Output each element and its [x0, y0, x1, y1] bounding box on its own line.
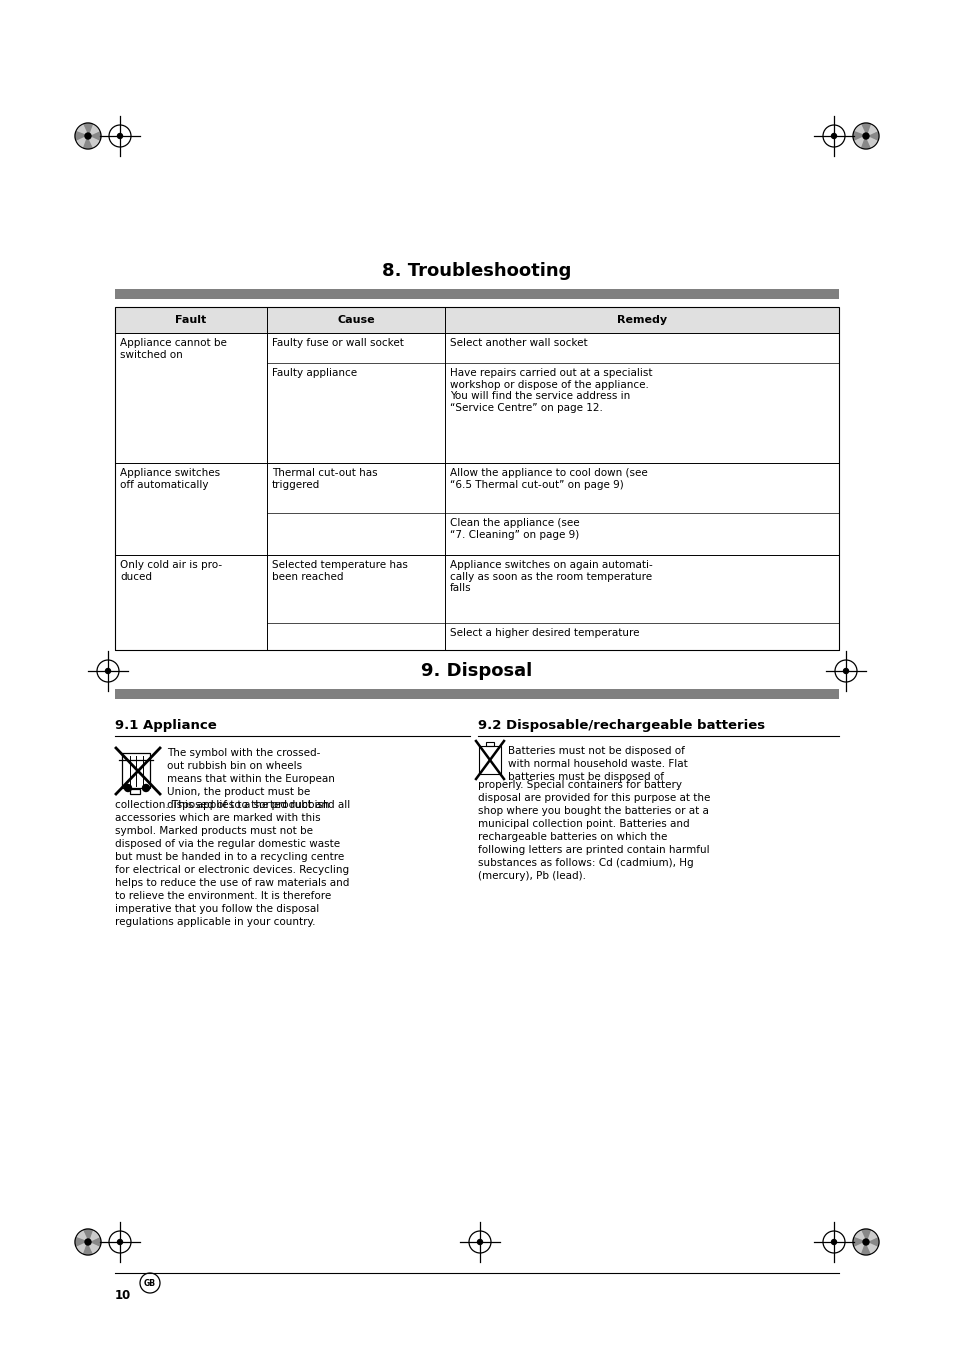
Polygon shape	[84, 1242, 92, 1255]
Text: 9.2 Disposable/rechargeable batteries: 9.2 Disposable/rechargeable batteries	[477, 719, 764, 732]
Polygon shape	[853, 1231, 865, 1242]
Circle shape	[862, 1239, 868, 1246]
Polygon shape	[865, 1238, 878, 1247]
Text: 8. Troubleshooting: 8. Troubleshooting	[382, 262, 571, 280]
Polygon shape	[861, 1229, 869, 1242]
Polygon shape	[853, 1242, 865, 1254]
Bar	[115, 307, 838, 650]
Circle shape	[842, 669, 847, 674]
Polygon shape	[861, 123, 869, 136]
Bar	[122, 753, 150, 788]
Text: properly. Special containers for battery
disposal are provided for this purpose : properly. Special containers for battery…	[477, 780, 710, 881]
Polygon shape	[865, 131, 878, 141]
Polygon shape	[861, 1242, 869, 1255]
Polygon shape	[88, 1238, 101, 1247]
Polygon shape	[88, 136, 100, 147]
Bar	[485, 742, 494, 746]
Bar	[115, 307, 838, 332]
Polygon shape	[88, 124, 100, 136]
Text: Remedy: Remedy	[617, 315, 666, 326]
Text: Select a higher desired temperature: Select a higher desired temperature	[450, 628, 639, 638]
Polygon shape	[865, 1231, 877, 1242]
Circle shape	[117, 1239, 122, 1244]
Polygon shape	[75, 131, 88, 141]
Text: Only cold air is pro-
duced: Only cold air is pro- duced	[120, 561, 222, 581]
Polygon shape	[861, 136, 869, 149]
Circle shape	[85, 132, 91, 139]
Text: The symbol with the crossed-
out rubbish bin on wheels
means that within the Eur: The symbol with the crossed- out rubbish…	[167, 748, 335, 811]
Circle shape	[106, 669, 111, 674]
Bar	[115, 289, 838, 299]
Text: GB: GB	[144, 1278, 156, 1288]
Circle shape	[862, 132, 868, 139]
Text: 9. Disposal: 9. Disposal	[421, 662, 532, 680]
Bar	[478, 746, 500, 774]
Polygon shape	[84, 1229, 92, 1242]
Bar	[115, 689, 838, 698]
Text: Select another wall socket: Select another wall socket	[450, 338, 587, 349]
Polygon shape	[84, 136, 92, 149]
Polygon shape	[853, 136, 865, 147]
Polygon shape	[76, 124, 88, 136]
Text: 10: 10	[115, 1289, 132, 1302]
Polygon shape	[88, 1231, 100, 1242]
Circle shape	[831, 1239, 836, 1244]
Text: Cause: Cause	[336, 315, 375, 326]
Polygon shape	[76, 1242, 88, 1254]
Polygon shape	[865, 124, 877, 136]
Text: Allow the appliance to cool down (see
“6.5 Thermal cut-out” on page 9): Allow the appliance to cool down (see “6…	[450, 467, 647, 489]
Bar	[130, 789, 140, 794]
Polygon shape	[865, 136, 877, 147]
Circle shape	[85, 1239, 91, 1246]
Text: Appliance switches on again automati-
cally as soon as the room temperature
fall: Appliance switches on again automati- ca…	[450, 561, 652, 593]
Text: Selected temperature has
been reached: Selected temperature has been reached	[272, 561, 408, 581]
Text: collection. This applies to the product and all
accessories which are marked wit: collection. This applies to the product …	[115, 800, 350, 927]
Polygon shape	[76, 136, 88, 147]
Polygon shape	[76, 1231, 88, 1242]
Text: Faulty appliance: Faulty appliance	[272, 367, 356, 378]
Text: Appliance cannot be
switched on: Appliance cannot be switched on	[120, 338, 227, 359]
Text: Faulty fuse or wall socket: Faulty fuse or wall socket	[272, 338, 403, 349]
Circle shape	[125, 785, 132, 792]
Circle shape	[117, 134, 122, 139]
Text: Have repairs carried out at a specialist
workshop or dispose of the appliance.
Y: Have repairs carried out at a specialist…	[450, 367, 652, 413]
Polygon shape	[852, 1238, 865, 1247]
Polygon shape	[852, 131, 865, 141]
Circle shape	[831, 134, 836, 139]
Text: Batteries must not be disposed of
with normal household waste. Flat
batteries mu: Batteries must not be disposed of with n…	[507, 746, 687, 782]
Circle shape	[477, 1239, 482, 1244]
Polygon shape	[88, 131, 101, 141]
Text: Thermal cut-out has
triggered: Thermal cut-out has triggered	[272, 467, 377, 489]
Polygon shape	[865, 1242, 877, 1254]
Polygon shape	[75, 1238, 88, 1247]
Text: Fault: Fault	[175, 315, 207, 326]
Polygon shape	[84, 123, 92, 136]
Circle shape	[142, 785, 150, 792]
Polygon shape	[853, 124, 865, 136]
Text: 9.1 Appliance: 9.1 Appliance	[115, 719, 216, 732]
Text: Appliance switches
off automatically: Appliance switches off automatically	[120, 467, 220, 489]
Polygon shape	[88, 1242, 100, 1254]
Text: Clean the appliance (see
“7. Cleaning” on page 9): Clean the appliance (see “7. Cleaning” o…	[450, 517, 579, 539]
